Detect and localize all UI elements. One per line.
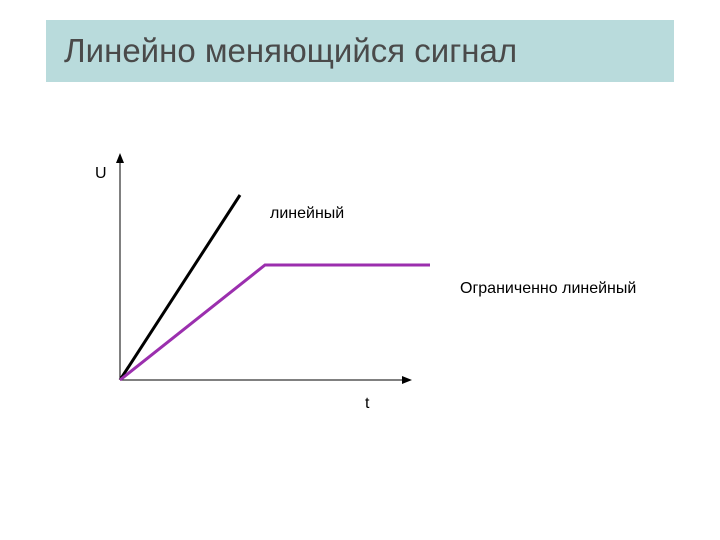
chart-svg	[110, 150, 470, 390]
x-axis-label: t	[365, 395, 369, 413]
chart-area	[110, 150, 470, 390]
y-axis-label: U	[95, 165, 107, 183]
linear-series-label: линейный	[270, 205, 344, 223]
bounded-linear-series-label: Ограниченно линейный	[460, 280, 636, 298]
page-title: Линейно меняющийся сигнал	[64, 32, 517, 70]
title-banner: Линейно меняющийся сигнал	[46, 20, 674, 82]
